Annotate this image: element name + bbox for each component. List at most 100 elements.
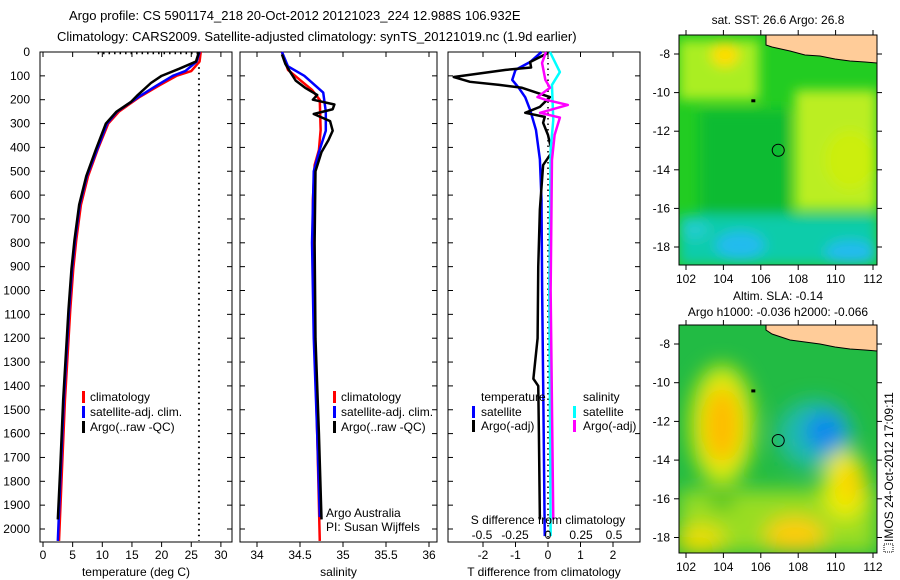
depth-tick-label: 1700 xyxy=(3,450,30,464)
reference-dotted-line xyxy=(97,52,200,541)
map-lon-label: 102 xyxy=(676,560,696,574)
x-tick-label: 2 xyxy=(610,548,617,562)
legend-label: Argo(..raw -QC) xyxy=(90,420,175,434)
legend-label: satellite-adj. clim. xyxy=(90,405,182,419)
map-lat-label: -8 xyxy=(659,337,670,351)
sst-map-title: sat. SST: 26.6 Argo: 26.8 xyxy=(712,13,845,27)
map-lat-label: -12 xyxy=(653,414,671,428)
map-lon-label: 110 xyxy=(826,560,845,574)
x-tick-label: 35 xyxy=(336,548,350,562)
x-axis-label: salinity xyxy=(320,565,357,579)
series-line-satellite-adj-clim- xyxy=(280,51,328,518)
x2-axis-label: S difference from climatology xyxy=(471,513,626,527)
sla-field xyxy=(679,325,877,553)
depth-tick-label: 300 xyxy=(10,117,30,131)
map-lat-label: -14 xyxy=(653,453,671,467)
legend-swatch xyxy=(82,421,85,433)
depth-tick-label: 1200 xyxy=(3,331,30,345)
depth-tick-label: 1300 xyxy=(3,355,30,369)
map-lon-label: 108 xyxy=(788,272,808,286)
legend-swatch xyxy=(82,406,85,418)
map-lon-label: 102 xyxy=(676,272,696,286)
legend-swatch xyxy=(333,391,336,403)
legend-swatch xyxy=(573,406,576,418)
sst-field xyxy=(679,35,877,265)
series-line-satellite-adj-clim- xyxy=(56,51,201,541)
legend-label: climatology xyxy=(341,390,401,404)
sla-map-title-1: Altim. SLA: -0.14 xyxy=(733,289,823,303)
argo-position-marker xyxy=(771,434,785,448)
depth-tick-label: 0 xyxy=(23,45,30,59)
legend-heading-temperature: temperature xyxy=(481,390,546,404)
imos-timestamp: IMOS 24-Oct-2012 17:09:11 xyxy=(882,392,896,542)
map-lon-label: 104 xyxy=(713,560,733,574)
x-tick-label: 34.5 xyxy=(288,548,312,562)
x-tick-label: 20 xyxy=(155,548,169,562)
land-java xyxy=(765,325,877,352)
depth-tick-label: 400 xyxy=(10,140,30,154)
depth-tick-label: 1900 xyxy=(3,498,30,512)
map-lon-label: 110 xyxy=(826,272,845,286)
map-lat-label: -8 xyxy=(659,47,670,61)
title-line-1: Argo profile: CS 5901174_218 20-Oct-2012… xyxy=(69,8,521,23)
x-tick-label: 1 xyxy=(577,548,584,562)
map-lat-label: -10 xyxy=(653,86,671,100)
x-tick-label: -1 xyxy=(510,548,521,562)
legend-swatch xyxy=(472,406,475,418)
x2-tick-label: 0.25 xyxy=(569,528,593,542)
plot-frame-salinity xyxy=(239,51,438,543)
map-lat-label: -18 xyxy=(653,531,671,545)
legend-heading-salinity: salinity xyxy=(583,390,620,404)
map-lon-label: 106 xyxy=(751,560,771,574)
depth-tick-label: 900 xyxy=(10,260,30,274)
map-lon-label: 106 xyxy=(751,272,771,286)
map-lon-label: 112 xyxy=(863,272,882,286)
annotation-line-1: Argo Australia xyxy=(326,506,401,520)
sla-map: Altim. SLA: -0.14 Argo h1000: -0.036 h20… xyxy=(678,289,878,554)
x-tick-label: 0 xyxy=(545,548,552,562)
depth-tick-label: 100 xyxy=(10,69,30,83)
christmas-island-marker xyxy=(751,99,756,103)
x2-tick-label: 0 xyxy=(545,528,552,542)
depth-tick-label: 500 xyxy=(10,164,30,178)
series-line-t-argo-adj- xyxy=(452,51,554,520)
depth-tick-label: 700 xyxy=(10,212,30,226)
sla-map-frame xyxy=(678,324,878,554)
map-lat-label: -16 xyxy=(653,201,671,215)
legend-swatch xyxy=(82,391,85,403)
x-axis-label: T difference from climatology xyxy=(467,565,621,579)
x2-tick-label: 0.5 xyxy=(606,528,623,542)
depth-tick-label: 200 xyxy=(10,93,30,107)
x-axis-label: temperature (deg C) xyxy=(82,565,190,579)
map-lat-label: -10 xyxy=(653,376,671,390)
x-tick-label: 25 xyxy=(185,548,199,562)
legend-label: satellite xyxy=(583,405,624,419)
map-lon-label: 104 xyxy=(713,272,733,286)
sst-map-frame xyxy=(678,34,878,266)
map-lat-label: -18 xyxy=(653,240,671,254)
land-java xyxy=(765,35,877,64)
x-tick-label: 36 xyxy=(422,548,436,562)
christmas-island-marker xyxy=(751,389,756,393)
legend-swatch xyxy=(573,420,576,432)
depth-tick-label: 2000 xyxy=(3,522,30,536)
legend-swatch xyxy=(333,406,336,418)
x-tick-label: 34 xyxy=(250,548,264,562)
depth-tick-label: 600 xyxy=(10,188,30,202)
legend-label: satellite-adj. clim. xyxy=(341,405,433,419)
legend-label: Argo(-adj) xyxy=(583,419,636,433)
depth-tick-label: 1600 xyxy=(3,427,30,441)
legend-swatch xyxy=(472,420,475,432)
series-line-argo-raw-qc- xyxy=(56,51,201,520)
series-line-s-argo-adj- xyxy=(536,51,570,520)
sla-map-title-2: Argo h1000: -0.036 h2000: -0.066 xyxy=(688,305,868,319)
map-lon-label: 112 xyxy=(863,560,882,574)
legend-label: satellite xyxy=(481,405,522,419)
title-line-2: Climatology: CARS2009. Satellite-adjuste… xyxy=(57,29,577,44)
series-line-argo-raw-qc- xyxy=(280,53,336,520)
x-tick-label: 15 xyxy=(125,548,139,562)
depth-tick-label: 1000 xyxy=(3,284,30,298)
depth-tick-label: 1500 xyxy=(3,403,30,417)
legend-label: Argo(-adj) xyxy=(481,419,534,433)
